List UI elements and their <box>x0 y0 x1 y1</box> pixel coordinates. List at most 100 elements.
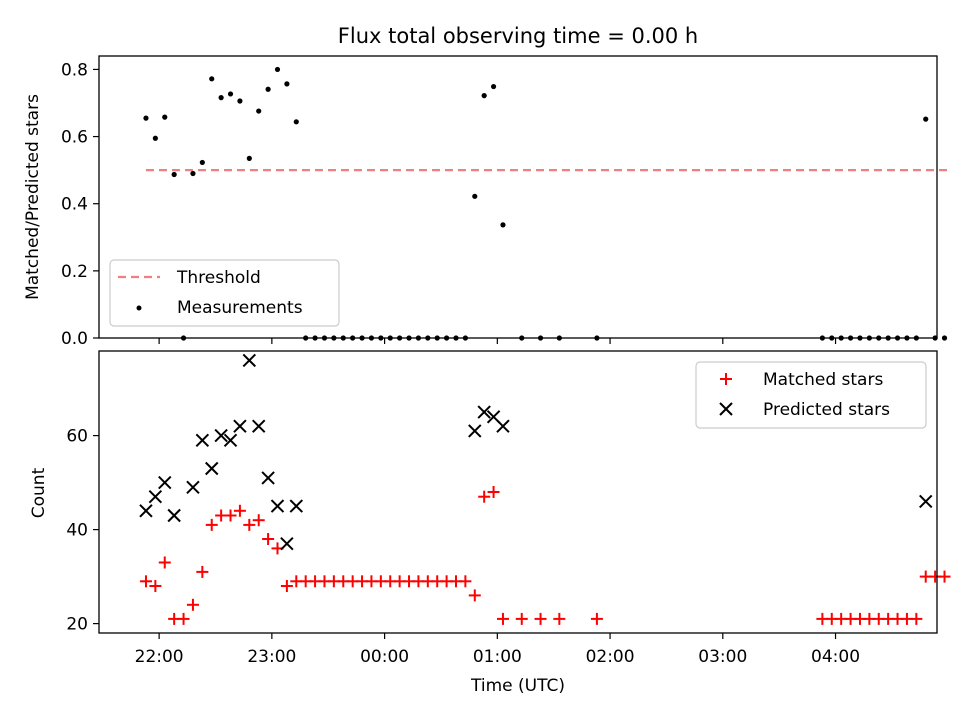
measurement-point <box>293 119 299 125</box>
measurement-point <box>246 155 252 161</box>
legend-predicted-swatch <box>719 402 733 416</box>
bottom-legend-box <box>695 361 927 429</box>
measurement-point <box>209 76 215 82</box>
predicted-star-point <box>158 475 172 490</box>
legend-measurements-label: Measurements <box>177 298 303 318</box>
top-plot-marks <box>143 66 951 341</box>
measurement-point <box>472 193 478 199</box>
x-tick-label: 00:00 <box>360 647 409 667</box>
matched-star-point <box>186 598 199 611</box>
measurement-point <box>481 93 487 99</box>
predicted-star-point <box>139 504 153 518</box>
top-panel: 0.00.20.40.60.8 Matched/Predicted stars … <box>23 55 951 349</box>
predicted-star-point <box>205 461 219 476</box>
measurement-point <box>218 95 224 101</box>
predicted-star-point <box>261 471 275 485</box>
measurement-point <box>199 159 205 166</box>
top-axes-frame <box>98 55 938 339</box>
predicted-star-point <box>195 433 210 448</box>
bottom-y-tick-label: 60 <box>66 427 88 447</box>
matched-star-point <box>262 533 275 545</box>
measurement-point <box>237 98 243 104</box>
predicted-star-point <box>167 508 181 523</box>
matched-star-point <box>177 612 190 625</box>
x-axis-label: Time (UTC) <box>470 676 565 696</box>
predicted-star-point <box>242 353 257 368</box>
matched-star-point <box>243 518 256 531</box>
bottom-y-ticks: 20 40 60 <box>66 427 99 635</box>
predicted-star-point <box>270 499 285 513</box>
predicted-star-point <box>214 428 228 443</box>
chart-title: Flux total observing time = 0.00 h <box>338 24 698 48</box>
top-legend: Threshold Measurements <box>109 259 340 327</box>
matched-star-point <box>233 504 246 517</box>
top-y-tick-label: 0.2 <box>61 262 88 282</box>
legend-matched-label: Matched stars <box>763 370 883 390</box>
measurement-point <box>284 81 290 87</box>
bottom-x-ticks: 22:00 23:00 00:00 01:00 02:00 03:00 04:00 <box>135 633 860 667</box>
matched-star-point <box>468 589 481 602</box>
bottom-panel: 20 40 60 22:00 23:00 00:00 01:00 02:00 03:00 04:… <box>29 350 951 696</box>
measurement-point <box>941 335 948 341</box>
measurement-point <box>265 86 271 92</box>
measurement-point <box>500 222 506 228</box>
matched-star-point <box>910 612 923 625</box>
matched-star-point <box>553 612 566 625</box>
measurement-point <box>490 83 497 90</box>
matched-star-point <box>158 556 171 569</box>
top-x-ticks <box>158 338 837 344</box>
measurement-point <box>162 114 168 120</box>
top-legend-box <box>109 259 340 327</box>
measurement-point <box>152 135 158 141</box>
predicted-star-point <box>289 499 303 513</box>
matched-star-point <box>938 570 951 583</box>
bottom-y-axis-label: Count <box>29 467 49 518</box>
top-y-tick-label: 0.6 <box>61 128 88 148</box>
measurement-point <box>143 115 149 121</box>
top-y-tick-label: 0.8 <box>61 60 88 80</box>
top-y-ticks: 0.0 0.2 0.4 0.6 0.8 <box>61 60 99 349</box>
bottom-plot-marks <box>139 353 951 625</box>
matched-star-point <box>590 612 603 625</box>
x-tick-label: 22:00 <box>135 647 184 667</box>
measurement-point <box>256 108 262 114</box>
measurement-point <box>171 171 177 178</box>
matched-star-point <box>205 518 218 531</box>
bottom-legend: Matched stars Predicted stars <box>695 361 927 429</box>
matched-star-point <box>496 612 509 625</box>
predicted-star-point <box>496 419 510 433</box>
measurement-point <box>190 170 196 177</box>
matched-star-point <box>534 612 547 625</box>
measurement-point <box>923 116 929 122</box>
x-tick-label: 01:00 <box>473 647 522 667</box>
matched-star-point <box>224 509 237 522</box>
predicted-star-point <box>477 405 491 419</box>
matched-star-point <box>196 565 209 578</box>
measurement-point <box>274 66 281 73</box>
predicted-star-point <box>919 494 933 509</box>
x-tick-label: 23:00 <box>247 647 296 667</box>
predicted-star-point <box>252 419 266 433</box>
matched-star-point <box>280 580 293 592</box>
x-tick-label: 03:00 <box>698 647 747 667</box>
matched-star-point <box>252 514 265 527</box>
predicted-star-point <box>233 419 247 433</box>
bottom-axes-frame <box>98 350 938 634</box>
matched-star-point <box>459 575 472 588</box>
legend-matched-swatch <box>720 373 732 385</box>
bottom-y-tick-label: 20 <box>66 615 88 635</box>
top-y-tick-label: 0.4 <box>61 195 88 215</box>
matched-star-point <box>149 580 162 592</box>
matched-star-point <box>515 612 528 625</box>
predicted-star-point <box>223 433 238 448</box>
measurement-point <box>227 91 234 97</box>
matched-star-point <box>478 490 491 503</box>
bottom-y-tick-label: 40 <box>66 521 88 541</box>
predicted-star-point <box>468 424 482 438</box>
predicted-star-point <box>148 489 163 504</box>
predicted-star-point <box>280 536 294 551</box>
predicted-star-point <box>186 480 200 495</box>
matched-star-point <box>487 486 500 498</box>
top-y-tick-label: 0.0 <box>61 329 88 349</box>
